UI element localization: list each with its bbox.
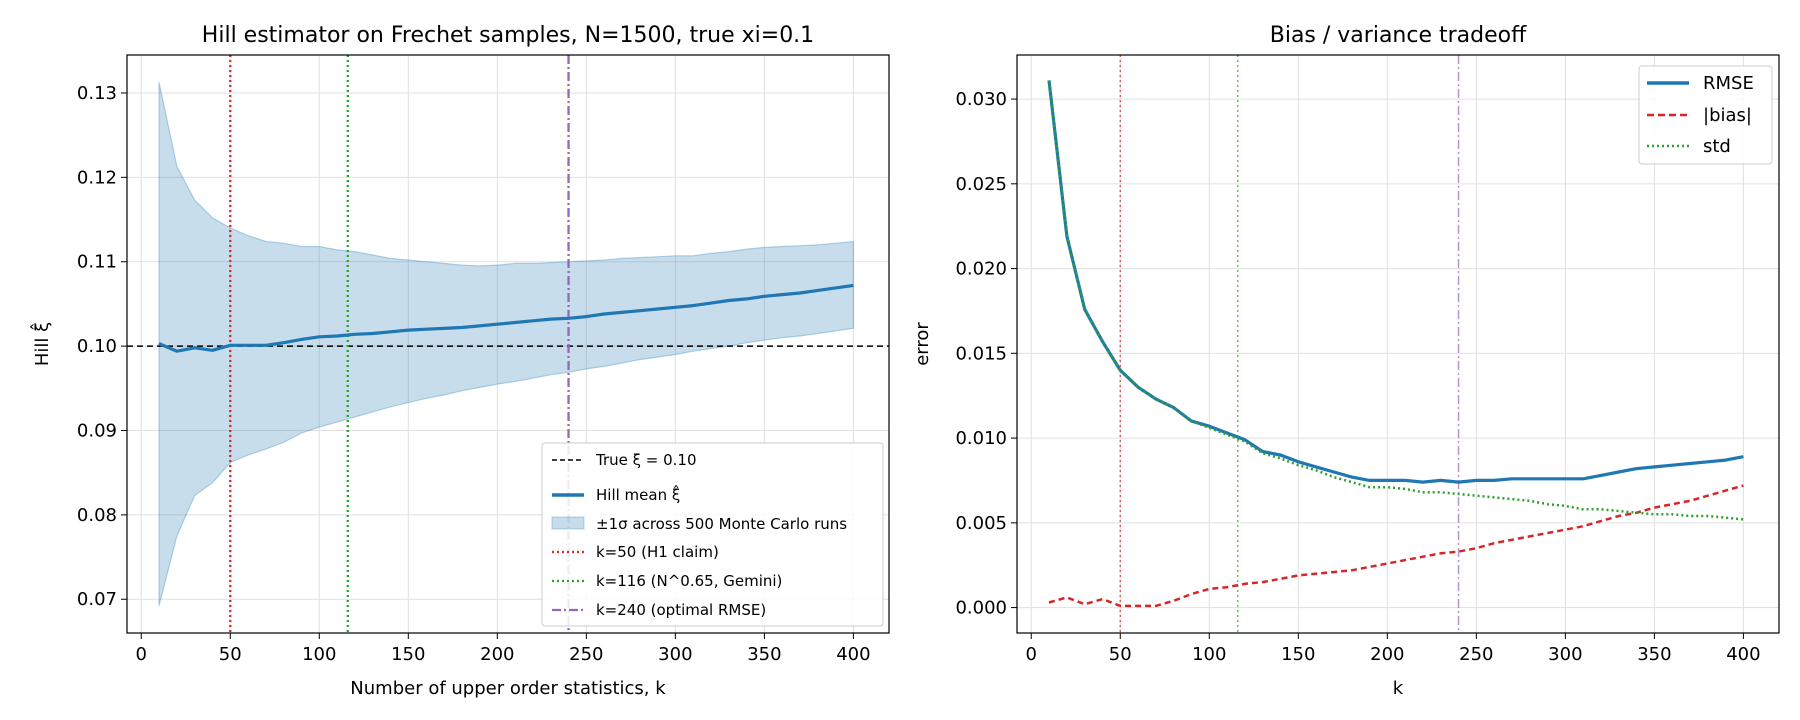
y-tick-label: 0.030 [955,89,1007,110]
left-y-ticks: 0.07 0.08 0.09 0.10 0.11 0.12 0.13 [77,83,127,610]
series-line [158,283,854,353]
x-tick-label: 50 [1109,644,1132,665]
y-tick-label: 0.07 [77,589,117,610]
x-tick-label: 350 [1637,644,1671,665]
series-line [1047,80,1744,484]
right-chart-title: Bias / variance tradeoff [1270,23,1527,48]
y-tick-label: 0.08 [77,505,117,526]
y-tick-label: 0.13 [77,83,117,104]
legend-label-hill-mean: Hill mean ξ̂ [596,484,680,504]
left-series [158,283,854,353]
x-tick-label: 300 [658,644,692,665]
left-x-ticks: 0 50 100 150 200 250 300 350 400 [136,633,871,665]
x-tick-label: 400 [1726,644,1760,665]
x-tick-label: 200 [480,644,514,665]
left-plot-frame [126,54,890,634]
left-std-band [158,81,854,607]
y-tick-label: 0.12 [77,167,117,188]
x-tick-label: 400 [836,644,870,665]
right-plot-frame [1016,54,1780,634]
legend-handle-std-band [551,516,585,530]
x-tick-label: 0 [1026,644,1037,665]
legend-label-std-band: ±1σ across 500 Monte Carlo runs [596,515,847,533]
legend-label-k116: k=116 (N^0.65, Gemini) [596,572,782,590]
legend-label-std: std [1703,136,1731,157]
y-tick-label: 0.005 [955,513,1007,534]
right-legend-box [1638,65,1773,165]
x-tick-label: 150 [391,644,425,665]
x-tick-label: 350 [747,644,781,665]
series-line [1048,484,1744,608]
y-tick-label: 0.10 [77,336,117,357]
y-tick-label: 0.020 [955,259,1007,280]
series-line [1047,80,1744,521]
right-y-ticks: 0.000 0.005 0.010 0.015 0.020 0.025 0.030 [955,89,1017,619]
left-legend-box [541,442,884,627]
right-x-axis-label: k [1393,678,1404,699]
y-tick-label: 0.09 [77,420,117,441]
legend-label-k50: k=50 (H1 claim) [596,543,719,561]
right-x-ticks: 0 50 100 150 200 250 300 350 400 [1026,633,1761,665]
x-tick-label: 250 [569,644,603,665]
right-chart: Bias / variance tradeoff 0 50 100 150 200 250… [912,23,1780,699]
x-tick-label: 200 [1370,644,1404,665]
left-legend: True ξ = 0.10 Hill mean ξ̂ ±1σ across 50… [541,442,884,627]
x-tick-label: 250 [1459,644,1493,665]
right-y-axis-label: error [912,322,933,366]
y-tick-label: 0.015 [955,343,1007,364]
x-tick-label: 150 [1281,644,1315,665]
left-chart: Hill estimator on Frechet samples, N=150… [30,23,890,699]
legend-label-rmse: RMSE [1703,73,1754,94]
y-tick-label: 0.010 [955,428,1007,449]
left-y-axis-label: Hill ξ̂ [30,322,53,366]
right-marker-lines [1119,55,1460,633]
x-tick-label: 0 [136,644,147,665]
x-tick-label: 100 [1192,644,1226,665]
std-band-area [158,81,854,607]
x-tick-label: 300 [1548,644,1582,665]
right-series [1047,80,1744,608]
y-tick-label: 0.11 [77,252,117,273]
left-x-axis-label: Number of upper order statistics, k [350,678,666,699]
legend-label-bias: |bias| [1703,105,1752,126]
x-tick-label: 100 [302,644,336,665]
x-tick-label: 50 [219,644,242,665]
left-chart-title: Hill estimator on Frechet samples, N=150… [202,23,814,48]
y-tick-label: 0.025 [955,174,1007,195]
legend-label-true-xi: True ξ = 0.10 [595,451,697,469]
legend-label-k240: k=240 (optimal RMSE) [596,601,766,619]
right-legend: RMSE |bias| std [1638,65,1773,165]
y-tick-label: 0.000 [955,598,1007,619]
